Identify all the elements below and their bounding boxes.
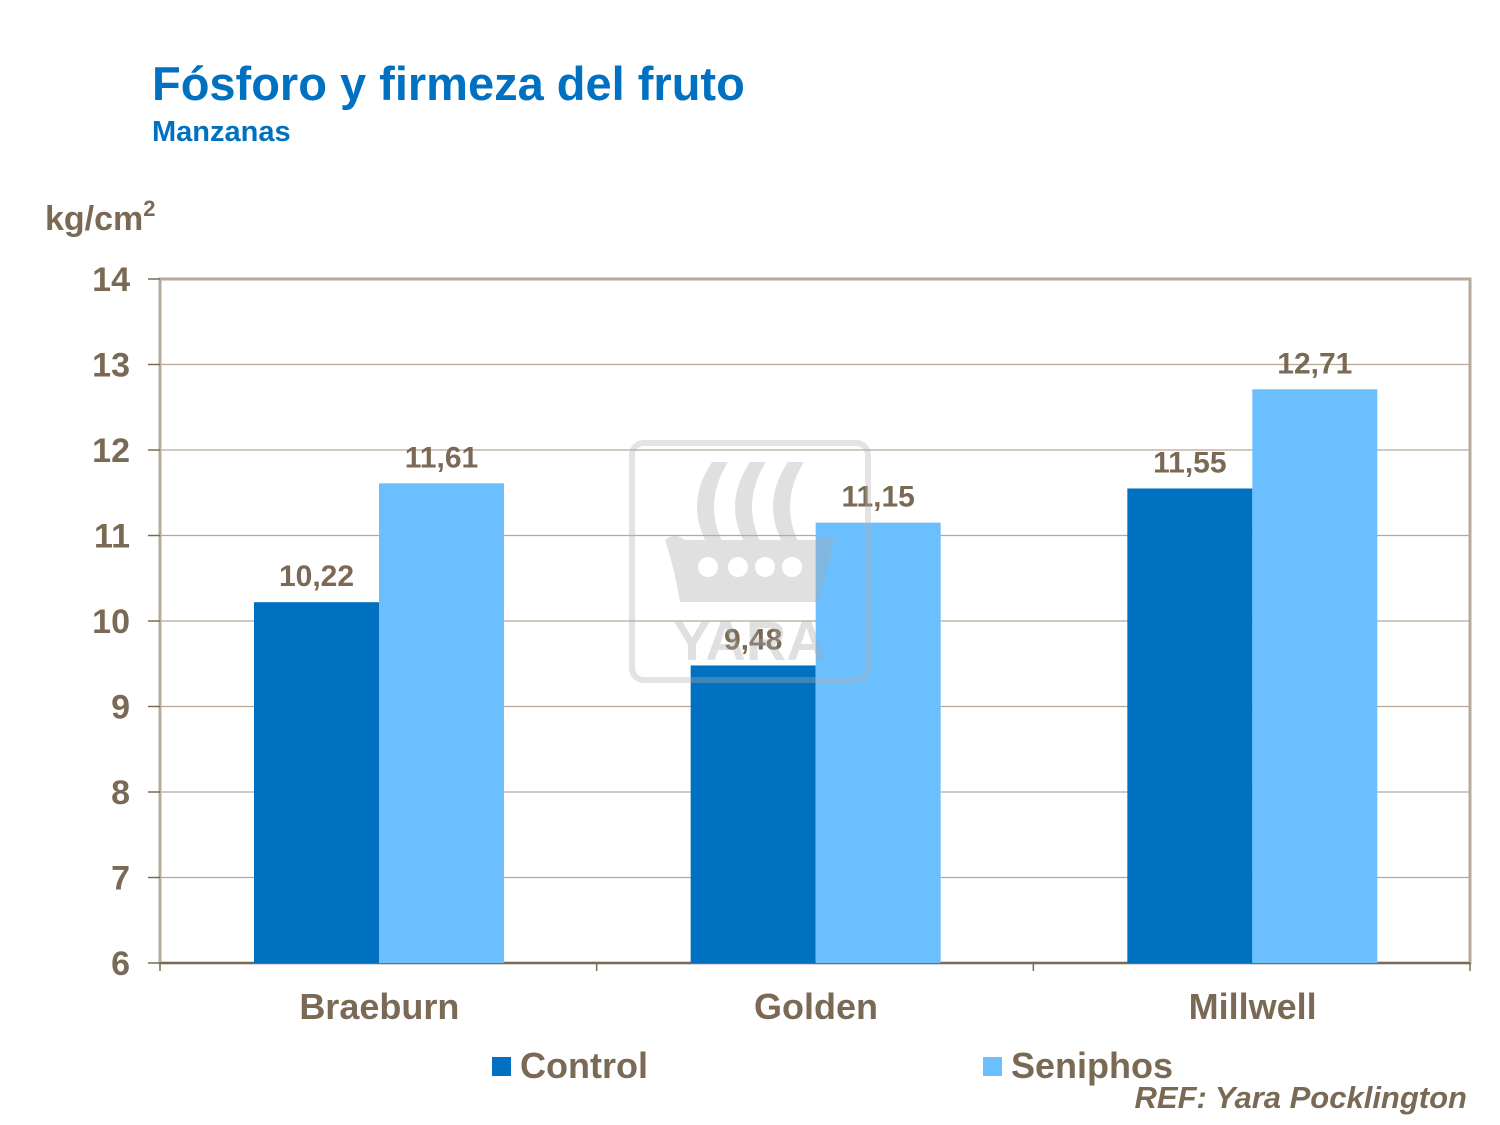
- y-tick-label: 10: [92, 603, 130, 641]
- yara-logo-watermark: YARA: [629, 440, 871, 683]
- y-axis-unit: kg/cm: [45, 200, 144, 238]
- bar-seniphos-golden: [815, 522, 941, 963]
- y-tick-label: 14: [92, 261, 130, 299]
- y-tick-label: 11: [94, 518, 130, 556]
- x-tick-label: Golden: [754, 986, 878, 1027]
- data-label: 12,71: [1277, 347, 1352, 380]
- legend-label-seniphos: Seniphos: [1011, 1045, 1174, 1086]
- y-tick-label: 8: [111, 774, 130, 812]
- y-tick-label: 6: [111, 945, 130, 983]
- bar-control-braeburn: [254, 602, 379, 963]
- y-tick-label: 7: [111, 860, 130, 898]
- x-tick-label: Braeburn: [299, 986, 459, 1027]
- chart-title: Fósforo y firmeza del fruto: [152, 57, 745, 110]
- data-label: 11,15: [841, 481, 914, 514]
- legend-label-control: Control: [520, 1045, 648, 1086]
- y-tick-label: 12: [92, 432, 130, 470]
- bar-control-millwell: [1127, 488, 1253, 963]
- bar-control-golden: [690, 665, 816, 963]
- svg-text:YARA: YARA: [673, 609, 827, 672]
- legend-item-seniphos: Seniphos: [983, 1045, 1173, 1087]
- legend-swatch-control: [492, 1056, 511, 1076]
- x-tick-label: Millwell: [1189, 986, 1317, 1027]
- legend-swatch-seniphos: [983, 1056, 1002, 1076]
- reference-note: REF: Yara Pocklington: [1134, 1080, 1467, 1115]
- y-tick-label: 9: [111, 689, 130, 727]
- bar-seniphos-braeburn: [379, 483, 504, 963]
- data-label: 10,22: [279, 560, 354, 593]
- data-label: 9,48: [724, 623, 782, 656]
- bar-seniphos-millwell: [1252, 389, 1378, 963]
- chart-subtitle: Manzanas: [152, 116, 291, 148]
- y-tick-label: 13: [92, 347, 130, 385]
- y-axis-label: kg/cm2: [45, 196, 156, 239]
- data-label: 11,55: [1153, 446, 1226, 479]
- legend-item-control: Control: [492, 1045, 648, 1087]
- y-axis-unit-superscript: 2: [143, 196, 156, 221]
- data-label: 11,61: [405, 441, 478, 474]
